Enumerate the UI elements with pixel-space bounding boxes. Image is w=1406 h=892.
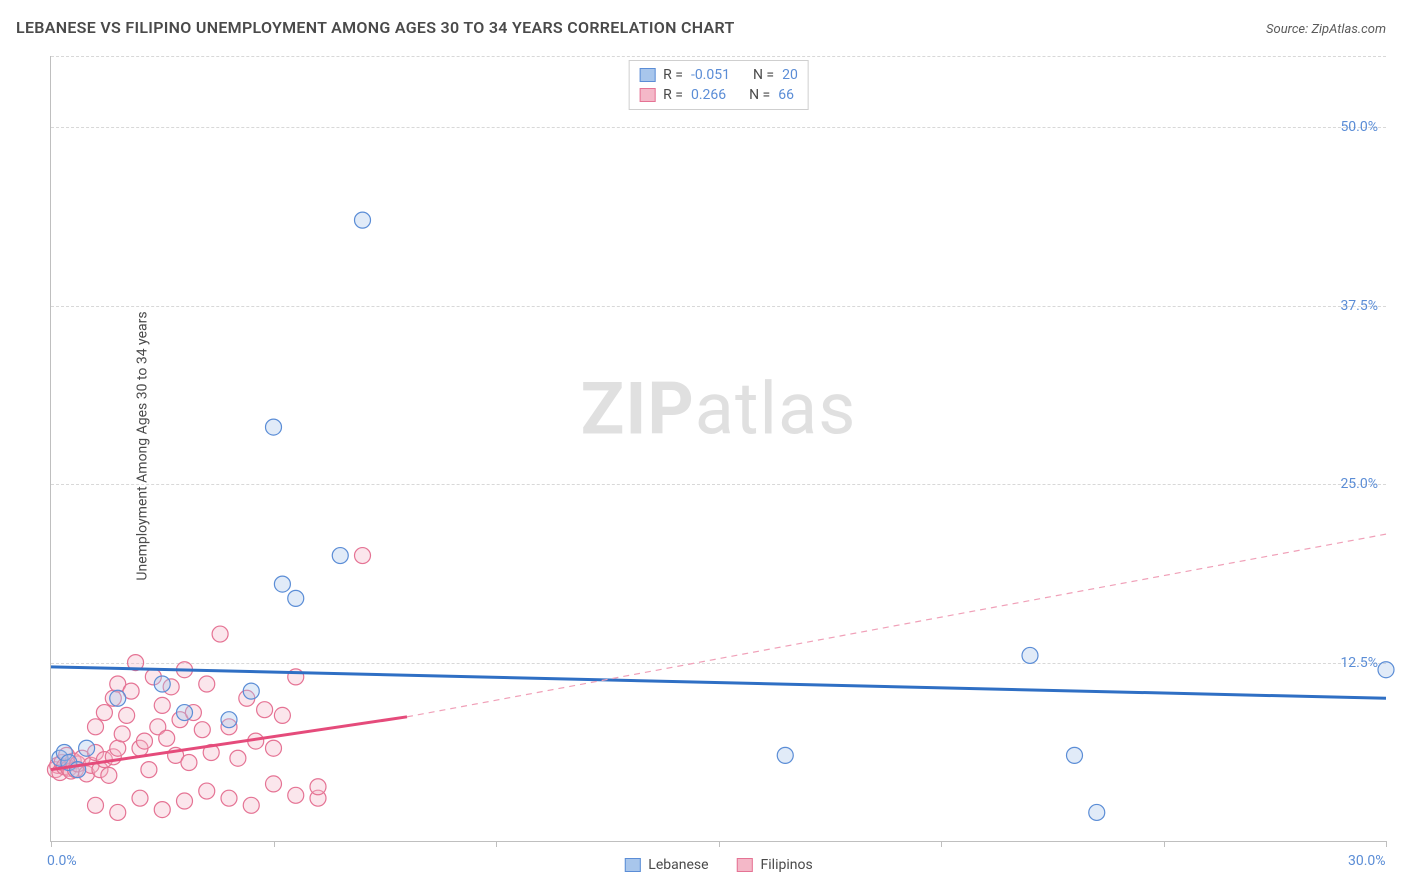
legend-swatch [639, 68, 655, 82]
data-point [1089, 804, 1105, 820]
data-point [221, 790, 237, 806]
x-tick [1164, 841, 1165, 847]
legend-item: Filipinos [737, 857, 813, 873]
data-point [777, 747, 793, 763]
legend-label: Filipinos [761, 857, 813, 873]
legend-swatch [737, 858, 753, 872]
data-point [194, 722, 210, 738]
data-point [257, 702, 273, 718]
data-point [110, 740, 126, 756]
legend-row: R = -0.051 N = 20 [639, 65, 798, 85]
data-point [154, 697, 170, 713]
data-point [1378, 662, 1394, 678]
data-point [110, 804, 126, 820]
data-point [101, 767, 117, 783]
source-value: ZipAtlas.com [1311, 22, 1386, 37]
chart-title: LEBANESE VS FILIPINO UNEMPLOYMENT AMONG … [16, 18, 735, 37]
x-tick [274, 841, 275, 847]
data-point [1022, 647, 1038, 663]
x-tick [719, 841, 720, 847]
data-point [199, 783, 215, 799]
data-point [154, 802, 170, 818]
x-tick [496, 841, 497, 847]
data-point [181, 755, 197, 771]
data-point [110, 690, 126, 706]
source-label: Source: [1266, 22, 1311, 37]
data-point [96, 705, 112, 721]
data-point [88, 719, 104, 735]
data-point [136, 733, 152, 749]
data-point [88, 797, 104, 813]
data-point [154, 676, 170, 692]
data-point [177, 705, 193, 721]
data-point [355, 548, 371, 564]
correlation-legend: R =-0.051 N =20R = 0.266 N =66 [628, 60, 809, 110]
r-value: -0.051 [691, 67, 730, 83]
data-point [288, 787, 304, 803]
data-point [119, 707, 135, 723]
legend-swatch [624, 858, 640, 872]
data-point [114, 726, 130, 742]
data-point [1067, 747, 1083, 763]
scatter-svg [51, 56, 1386, 841]
legend-swatch [639, 88, 655, 102]
n-label: N = [753, 67, 774, 83]
n-value: 20 [782, 67, 798, 83]
data-point [266, 740, 282, 756]
n-label: N = [749, 87, 770, 103]
data-point [274, 707, 290, 723]
trend-line [407, 534, 1386, 717]
data-point [199, 676, 215, 692]
data-point [159, 730, 175, 746]
data-point [288, 590, 304, 606]
x-tick-label: 30.0% [1348, 853, 1386, 869]
r-label: R = [663, 67, 683, 83]
data-point [266, 419, 282, 435]
data-point [212, 626, 228, 642]
series-legend: Lebanese Filipinos [624, 857, 812, 873]
n-value: 66 [778, 87, 794, 103]
data-point [177, 793, 193, 809]
legend-label: Lebanese [648, 857, 708, 873]
x-tick [941, 841, 942, 847]
data-point [230, 750, 246, 766]
data-point [243, 797, 259, 813]
data-point [355, 212, 371, 228]
source-attribution: Source: ZipAtlas.com [1266, 22, 1386, 37]
x-tick-label: 0.0% [47, 853, 77, 869]
data-point [132, 790, 148, 806]
data-point [141, 762, 157, 778]
x-tick [51, 841, 52, 847]
data-point [266, 776, 282, 792]
data-point [332, 548, 348, 564]
data-point [274, 576, 290, 592]
data-point [221, 712, 237, 728]
data-point [310, 779, 326, 795]
x-tick [1386, 841, 1387, 847]
data-point [243, 683, 259, 699]
legend-row: R = 0.266 N = 66 [639, 85, 798, 105]
r-label: R = [663, 87, 683, 103]
r-value: 0.266 [691, 87, 726, 103]
data-point [79, 740, 95, 756]
plot-area: ZIPatlas 12.5%25.0%37.5%50.0% 0.0%30.0% … [50, 56, 1386, 842]
legend-item: Lebanese [624, 857, 708, 873]
